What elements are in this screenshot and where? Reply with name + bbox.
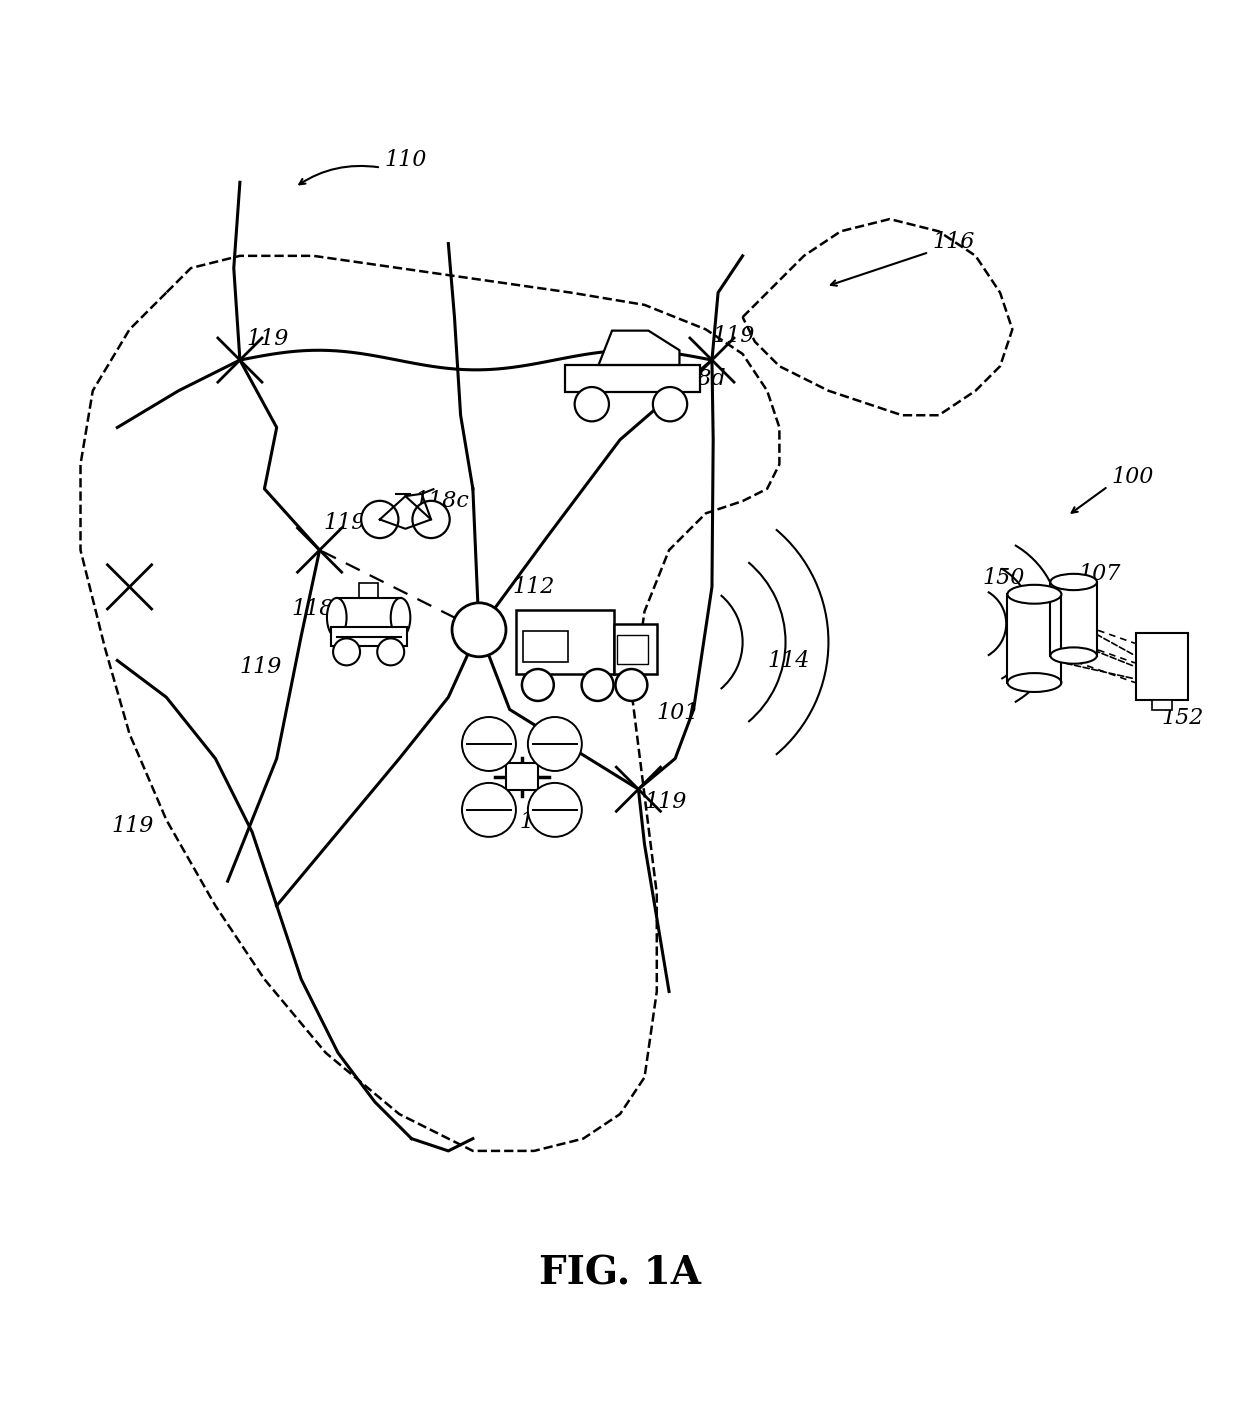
Bar: [1152, 701, 1172, 710]
Bar: [506, 763, 538, 790]
Text: 112: 112: [512, 576, 554, 597]
Circle shape: [463, 783, 516, 837]
Bar: [565, 365, 699, 392]
Text: 116: 116: [932, 231, 975, 254]
Circle shape: [582, 668, 614, 701]
Ellipse shape: [1050, 573, 1097, 590]
Circle shape: [453, 603, 506, 657]
Bar: [331, 627, 407, 646]
Text: 101: 101: [657, 702, 699, 724]
Circle shape: [522, 668, 554, 701]
Text: 118a: 118a: [291, 597, 347, 620]
Bar: [516, 610, 615, 674]
Circle shape: [574, 387, 609, 421]
Text: 119: 119: [112, 815, 154, 837]
Text: 150: 150: [983, 568, 1025, 589]
Text: 119: 119: [712, 325, 754, 346]
Bar: [618, 636, 649, 664]
Circle shape: [334, 639, 360, 666]
Circle shape: [361, 501, 398, 538]
Circle shape: [528, 717, 582, 771]
Bar: [1050, 582, 1097, 656]
Text: 119: 119: [645, 790, 687, 813]
Text: 152: 152: [1162, 707, 1204, 729]
Bar: [337, 597, 401, 637]
Polygon shape: [599, 331, 680, 365]
Circle shape: [615, 668, 647, 701]
Circle shape: [463, 717, 516, 771]
Text: 118b: 118b: [520, 812, 577, 833]
Text: 119: 119: [239, 656, 283, 678]
Ellipse shape: [1050, 647, 1097, 664]
Text: 107: 107: [1079, 562, 1121, 585]
Bar: [1007, 595, 1061, 683]
Text: 114: 114: [768, 650, 810, 671]
Circle shape: [377, 639, 404, 666]
Text: 100: 100: [1112, 465, 1154, 488]
Ellipse shape: [1007, 585, 1061, 603]
Bar: [523, 631, 568, 661]
Ellipse shape: [391, 597, 410, 637]
Text: 118c: 118c: [414, 490, 469, 512]
Circle shape: [652, 387, 687, 421]
Text: 110: 110: [384, 149, 427, 172]
Text: FIG. 1A: FIG. 1A: [539, 1254, 701, 1293]
Text: 119: 119: [324, 512, 366, 535]
Bar: [615, 624, 657, 674]
Ellipse shape: [327, 597, 346, 637]
Bar: [1136, 633, 1188, 701]
Ellipse shape: [1007, 673, 1061, 692]
Circle shape: [528, 783, 582, 837]
Circle shape: [413, 501, 450, 538]
Text: 118d: 118d: [670, 368, 725, 390]
Text: 119: 119: [246, 328, 289, 350]
Bar: [358, 583, 378, 597]
